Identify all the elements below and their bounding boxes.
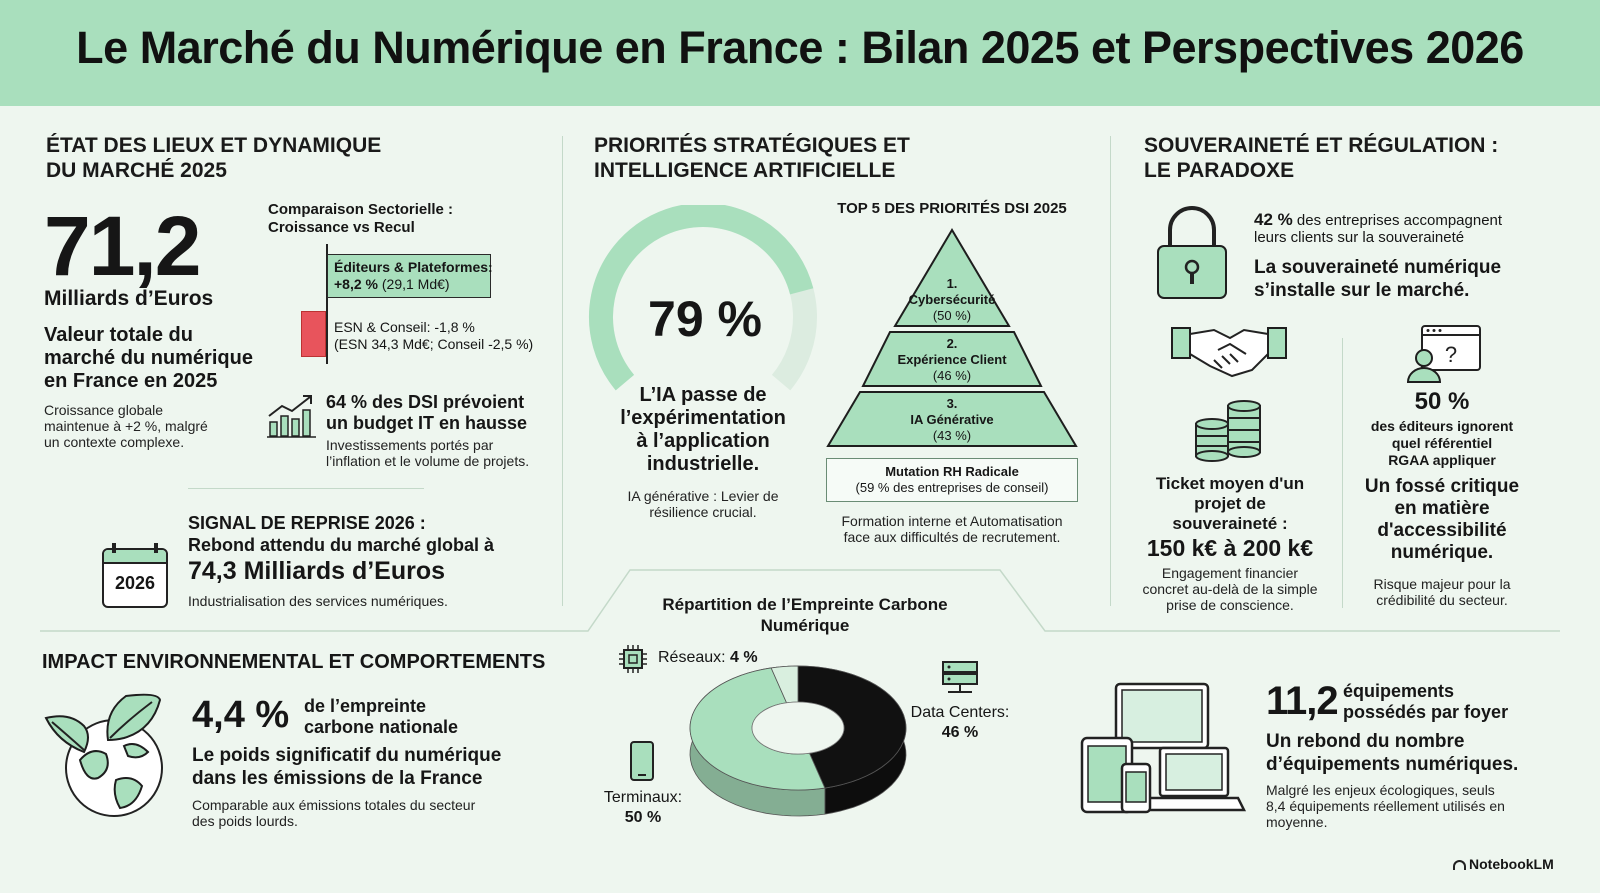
header-band — [0, 0, 1600, 106]
growth-bar — [327, 254, 491, 298]
label-networks: Réseaux: 4 % — [658, 649, 758, 666]
server-icon — [942, 661, 978, 693]
devices-label: équipements possédés par foyer — [1343, 681, 1509, 722]
pyramid-base: Mutation RH Radicale (59 % des entrepris… — [826, 458, 1078, 502]
environment-detail: Comparable aux émissions totales du sect… — [192, 797, 476, 829]
signal-detail: Industrialisation des services numérique… — [188, 593, 448, 609]
devices-detail: Malgré les enjeux écologiques, seuls 8,4 … — [1266, 782, 1505, 830]
market-note: Croissance globale maintenue à +2 %, malg… — [44, 402, 208, 450]
calendar-icon: 2026 — [102, 548, 168, 608]
access-label: des éditeurs ignorent quel référentiel RGA… — [1370, 418, 1514, 468]
environment-heading: IMPACT ENVIRONNEMENTAL ET COMPORTEMENTS — [42, 651, 546, 673]
access-value: 50 % — [1414, 388, 1470, 415]
page-title: Le Marché du Numérique en France : Bilan… — [76, 22, 1524, 73]
priority-pyramid — [826, 228, 1078, 447]
label-terminals: Terminaux: 50 % — [603, 789, 683, 826]
access-headline: Un fossé critique en matière d'accessibili… — [1364, 476, 1520, 563]
ai-note: IA générative : Levier de résilience cruc… — [627, 488, 779, 520]
brand-logo: NotebookLM — [1453, 856, 1554, 872]
sovereignty-headline: La souveraineté numérique s’installe sur … — [1254, 257, 1502, 301]
comparison-title: Comparaison Sectorielle : Croissance vs R… — [268, 201, 454, 236]
market-unit: Milliards d’Euros — [44, 287, 214, 310]
donut-hole — [751, 701, 845, 755]
access-detail: Risque majeur pour la crédibilité du sect… — [1373, 576, 1511, 608]
ai-headline: L’IA passe de l’expérimentation à l’applic… — [620, 384, 786, 475]
signal-value: 74,3 Milliards d’Euros — [188, 557, 446, 585]
sovereignty-heading: SOUVERAINETÉ ET RÉGULATION : LE PARADOXE — [1144, 134, 1499, 182]
budget-headline: 64 % des DSI prévoient un budget IT en ha… — [326, 392, 528, 433]
pyramid-level-2: 2. Expérience Client (46 %) — [897, 336, 1007, 383]
ticket-title: Ticket moyen d'un projet de souveraineté : — [1155, 474, 1305, 533]
devices-icon — [1080, 682, 1247, 814]
budget-detail: Investissements portés par l’inflation et… — [326, 437, 530, 469]
carbon-donut-chart — [689, 665, 907, 817]
coins-icon — [1195, 400, 1261, 462]
decline-label: ESN & Conseil: -1,8 % (ESN 34,3 Md€; Con… — [334, 319, 534, 352]
label-datacenters: Data Centers: 46 % — [910, 704, 1010, 741]
devices-headline: Un rebond du nombre d’équipements numériq… — [1266, 731, 1519, 775]
signal-line2: Rebond attendu du marché global à — [188, 535, 495, 555]
gauge-value: 79 % — [648, 291, 762, 347]
pyramid-note: Formation interne et Automatisation face … — [841, 513, 1063, 545]
growth-label: Éditeurs & Plateformes: +8,2 % (29,1 Md€… — [334, 259, 493, 292]
signal-line1: SIGNAL DE REPRISE 2026 : — [188, 513, 426, 533]
chip-icon — [619, 645, 647, 673]
ticket-detail: Engagement financier concret au-delà de l… — [1142, 565, 1318, 613]
emissions-label: de l’empreinte carbone nationale — [304, 696, 459, 737]
notebook-icon — [1453, 860, 1466, 870]
decline-bar — [300, 311, 326, 357]
earth-leaf-icon — [44, 693, 163, 817]
market-value: 71,2 — [44, 199, 201, 293]
ai-heading: PRIORITÉS STRATÉGIQUES ET INTELLIGENCE AR… — [594, 134, 910, 182]
sovereignty-stat: 42 % des entreprises accompagnent leurs … — [1254, 210, 1503, 246]
divider — [1342, 338, 1343, 608]
section-divider — [40, 569, 1560, 632]
market-description: Valeur totale du marché du numérique en Fr… — [44, 324, 253, 392]
smartphone-icon — [630, 741, 654, 781]
calendar-ring — [112, 543, 116, 553]
divider — [1110, 136, 1111, 606]
divider — [562, 136, 563, 606]
divider — [188, 488, 424, 489]
calendar-ring — [154, 543, 158, 553]
padlock-icon — [1157, 206, 1227, 299]
handshake-icon — [1171, 327, 1287, 378]
environment-headline: Le poids significatif du numérique dans l… — [192, 745, 502, 789]
chart-title: Répartition de l’Empreinte Carbone Numéri… — [662, 595, 948, 635]
market-heading: ÉTAT DES LIEUX ET DYNAMIQUE DU MARCHÉ 202… — [46, 134, 382, 182]
devices-value: 11,2 — [1266, 679, 1339, 723]
pyramid-title: TOP 5 DES PRIORITÉS DSI 2025 — [837, 200, 1067, 217]
user-question-icon: ? — [1406, 325, 1481, 383]
pyramid-level-1: 1. Cybersécurité (50 %) — [908, 276, 996, 323]
calendar-year: 2026 — [114, 573, 156, 593]
ai-gauge — [589, 205, 817, 391]
emissions-value: 4,4 % — [192, 694, 290, 736]
svg-text:?: ? — [1445, 342, 1457, 367]
growth-chart-icon — [267, 395, 316, 438]
comparison-axis — [326, 244, 328, 364]
ticket-value: 150 k€ à 200 k€ — [1146, 535, 1314, 561]
pyramid-level-3: 3. IA Générative (43 %) — [910, 396, 994, 443]
